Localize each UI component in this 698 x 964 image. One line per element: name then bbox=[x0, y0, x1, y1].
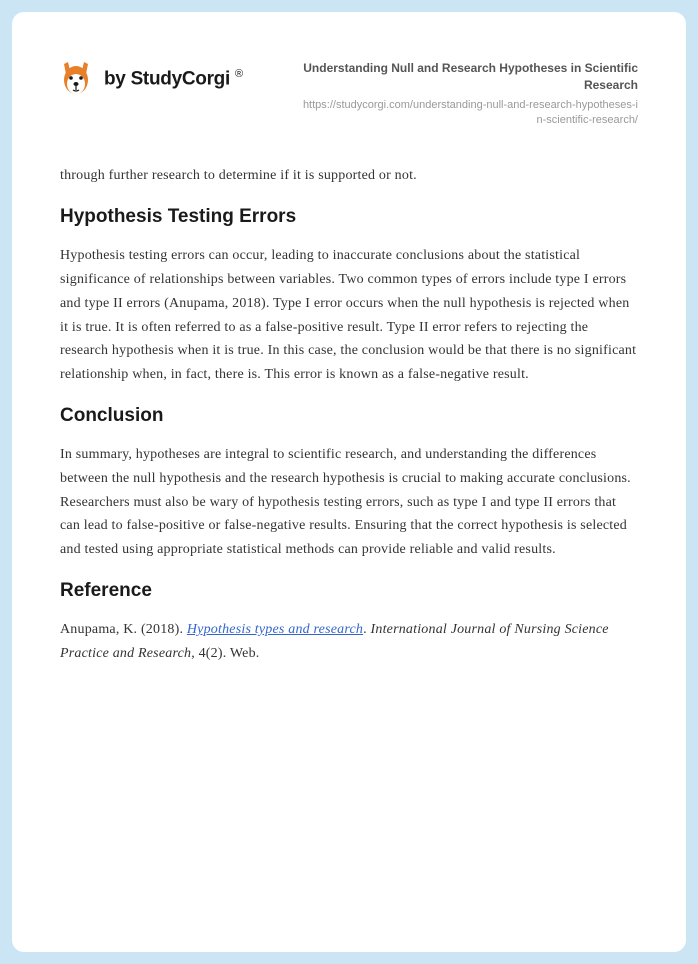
document-url: https://studycorgi.com/understanding-nul… bbox=[298, 98, 638, 129]
section-heading-conclusion: Conclusion bbox=[60, 405, 638, 427]
reference-suffix: , 4(2). Web. bbox=[191, 646, 259, 661]
section-body-errors: Hypothesis testing errors can occur, lea… bbox=[60, 244, 638, 387]
section-heading-reference: Reference bbox=[60, 580, 638, 602]
brand-by-label: by bbox=[104, 68, 126, 89]
reference-entry: Anupama, K. (2018). Hypothesis types and… bbox=[60, 618, 638, 666]
intro-continuation: through further research to determine if… bbox=[60, 164, 638, 188]
reference-link[interactable]: Hypothesis types and research bbox=[187, 622, 363, 637]
page-header: by StudyCorgi ® Understanding Null and R… bbox=[60, 60, 638, 128]
section-heading-errors: Hypothesis Testing Errors bbox=[60, 206, 638, 228]
section-body-conclusion: In summary, hypotheses are integral to s… bbox=[60, 443, 638, 562]
reference-journal-prefix: . bbox=[363, 622, 370, 637]
brand-logo-section: by StudyCorgi ® bbox=[60, 60, 243, 98]
brand-text: by StudyCorgi ® bbox=[104, 68, 243, 90]
brand-registered-mark: ® bbox=[235, 68, 243, 80]
document-meta: Understanding Null and Research Hypothes… bbox=[298, 60, 638, 128]
brand-name-label: StudyCorgi bbox=[131, 68, 230, 89]
document-title: Understanding Null and Research Hypothes… bbox=[298, 60, 638, 94]
document-page: by StudyCorgi ® Understanding Null and R… bbox=[12, 12, 686, 952]
corgi-logo-icon bbox=[60, 60, 92, 98]
reference-author-year: Anupama, K. (2018). bbox=[60, 622, 187, 637]
document-body: through further research to determine if… bbox=[60, 164, 638, 665]
